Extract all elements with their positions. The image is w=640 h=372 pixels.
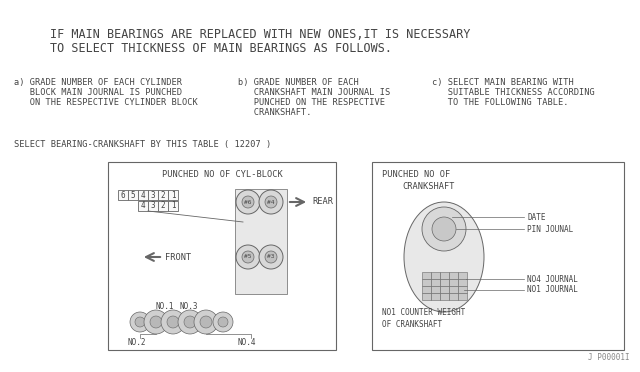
Bar xyxy=(431,279,440,286)
Bar xyxy=(168,190,178,200)
Text: REAR: REAR xyxy=(312,198,333,206)
Text: NO.2: NO.2 xyxy=(128,338,147,347)
Circle shape xyxy=(194,310,218,334)
Bar xyxy=(148,190,158,200)
Bar xyxy=(148,201,158,211)
Text: NO.3: NO.3 xyxy=(180,302,198,311)
Ellipse shape xyxy=(404,202,484,312)
Text: #5: #5 xyxy=(244,254,252,260)
Circle shape xyxy=(242,196,254,208)
Text: 3: 3 xyxy=(150,190,156,199)
Text: PUNCHED NO OF: PUNCHED NO OF xyxy=(382,170,451,179)
Text: SELECT BEARING-CRANKSHAFT BY THIS TABLE ( 12207 ): SELECT BEARING-CRANKSHAFT BY THIS TABLE … xyxy=(14,140,271,149)
Bar xyxy=(158,190,168,200)
Bar xyxy=(235,189,287,294)
Bar xyxy=(440,272,449,279)
Bar xyxy=(440,293,449,300)
Text: CRANKSHAFT.: CRANKSHAFT. xyxy=(238,108,312,117)
Bar xyxy=(440,279,449,286)
Circle shape xyxy=(265,251,277,263)
Text: PIN JOUNAL: PIN JOUNAL xyxy=(527,224,573,234)
Bar xyxy=(108,162,336,350)
Bar xyxy=(431,293,440,300)
Circle shape xyxy=(242,251,254,263)
Text: PUNCHED ON THE RESPECTIVE: PUNCHED ON THE RESPECTIVE xyxy=(238,98,385,107)
Circle shape xyxy=(178,310,202,334)
Bar xyxy=(138,201,148,211)
Bar xyxy=(372,162,624,350)
Text: PUNCHED NO OF CYL-BLOCK: PUNCHED NO OF CYL-BLOCK xyxy=(162,170,282,179)
Text: IF MAIN BEARINGS ARE REPLACED WITH NEW ONES,IT IS NECESSARY: IF MAIN BEARINGS ARE REPLACED WITH NEW O… xyxy=(50,28,470,41)
Text: c) SELECT MAIN BEARING WITH: c) SELECT MAIN BEARING WITH xyxy=(432,78,573,87)
Text: TO THE FOLLOWING TABLE.: TO THE FOLLOWING TABLE. xyxy=(432,98,568,107)
Text: 2: 2 xyxy=(161,202,165,211)
Circle shape xyxy=(422,207,466,251)
Text: 1: 1 xyxy=(171,202,175,211)
Bar xyxy=(449,272,458,279)
Text: FRONT: FRONT xyxy=(165,253,191,262)
Circle shape xyxy=(161,310,185,334)
Circle shape xyxy=(259,245,283,269)
Text: J P00001I: J P00001I xyxy=(588,353,630,362)
Circle shape xyxy=(167,316,179,328)
Text: NO1 JOURNAL: NO1 JOURNAL xyxy=(527,285,578,295)
Text: CRANKSHAFT MAIN JOURNAL IS: CRANKSHAFT MAIN JOURNAL IS xyxy=(238,88,390,97)
Text: NO1 COUNTER WEIGHT: NO1 COUNTER WEIGHT xyxy=(382,308,465,317)
Bar xyxy=(422,293,431,300)
Bar xyxy=(458,286,467,293)
Bar xyxy=(449,293,458,300)
Text: 1: 1 xyxy=(171,190,175,199)
Text: SUITABLE THICKNESS ACCORDING: SUITABLE THICKNESS ACCORDING xyxy=(432,88,595,97)
Text: BLOCK MAIN JOURNAL IS PUNCHED: BLOCK MAIN JOURNAL IS PUNCHED xyxy=(14,88,182,97)
Text: b) GRADE NUMBER OF EACH: b) GRADE NUMBER OF EACH xyxy=(238,78,359,87)
Circle shape xyxy=(265,196,277,208)
Circle shape xyxy=(184,316,196,328)
Text: DATE: DATE xyxy=(527,212,545,221)
Circle shape xyxy=(150,316,162,328)
Circle shape xyxy=(259,190,283,214)
Circle shape xyxy=(200,316,212,328)
Bar xyxy=(422,272,431,279)
Text: NO.4: NO.4 xyxy=(238,338,257,347)
Circle shape xyxy=(213,312,233,332)
Circle shape xyxy=(144,310,168,334)
Circle shape xyxy=(432,217,456,241)
Bar xyxy=(449,286,458,293)
Bar xyxy=(431,272,440,279)
Text: CRANKSHAFT: CRANKSHAFT xyxy=(402,182,454,191)
Bar xyxy=(431,286,440,293)
Bar xyxy=(422,279,431,286)
Bar xyxy=(138,190,148,200)
Text: 2: 2 xyxy=(161,190,165,199)
Text: #6: #6 xyxy=(244,199,252,205)
Bar xyxy=(118,190,128,200)
Text: TO SELECT THICKNESS OF MAIN BEARINGS AS FOLLOWS.: TO SELECT THICKNESS OF MAIN BEARINGS AS … xyxy=(50,42,392,55)
Text: NO.1: NO.1 xyxy=(156,302,175,311)
Text: 6: 6 xyxy=(121,190,125,199)
Text: 5: 5 xyxy=(131,190,135,199)
Bar xyxy=(458,272,467,279)
Circle shape xyxy=(236,190,260,214)
Text: #3: #3 xyxy=(268,254,275,260)
Bar xyxy=(458,293,467,300)
Bar xyxy=(458,279,467,286)
Text: NO4 JOURNAL: NO4 JOURNAL xyxy=(527,275,578,283)
Text: a) GRADE NUMBER OF EACH CYLINDER: a) GRADE NUMBER OF EACH CYLINDER xyxy=(14,78,182,87)
Bar xyxy=(158,201,168,211)
Text: #4: #4 xyxy=(268,199,275,205)
Circle shape xyxy=(218,317,228,327)
Text: OF CRANKSHAFT: OF CRANKSHAFT xyxy=(382,320,442,329)
Bar xyxy=(168,201,178,211)
Circle shape xyxy=(130,312,150,332)
Bar xyxy=(128,190,138,200)
Bar xyxy=(422,286,431,293)
Bar xyxy=(449,279,458,286)
Text: 4: 4 xyxy=(141,202,145,211)
Bar xyxy=(440,286,449,293)
Text: 4: 4 xyxy=(141,190,145,199)
Text: ON THE RESPECTIVE CYLINDER BLOCK: ON THE RESPECTIVE CYLINDER BLOCK xyxy=(14,98,198,107)
Circle shape xyxy=(236,245,260,269)
Text: 3: 3 xyxy=(150,202,156,211)
Circle shape xyxy=(135,317,145,327)
